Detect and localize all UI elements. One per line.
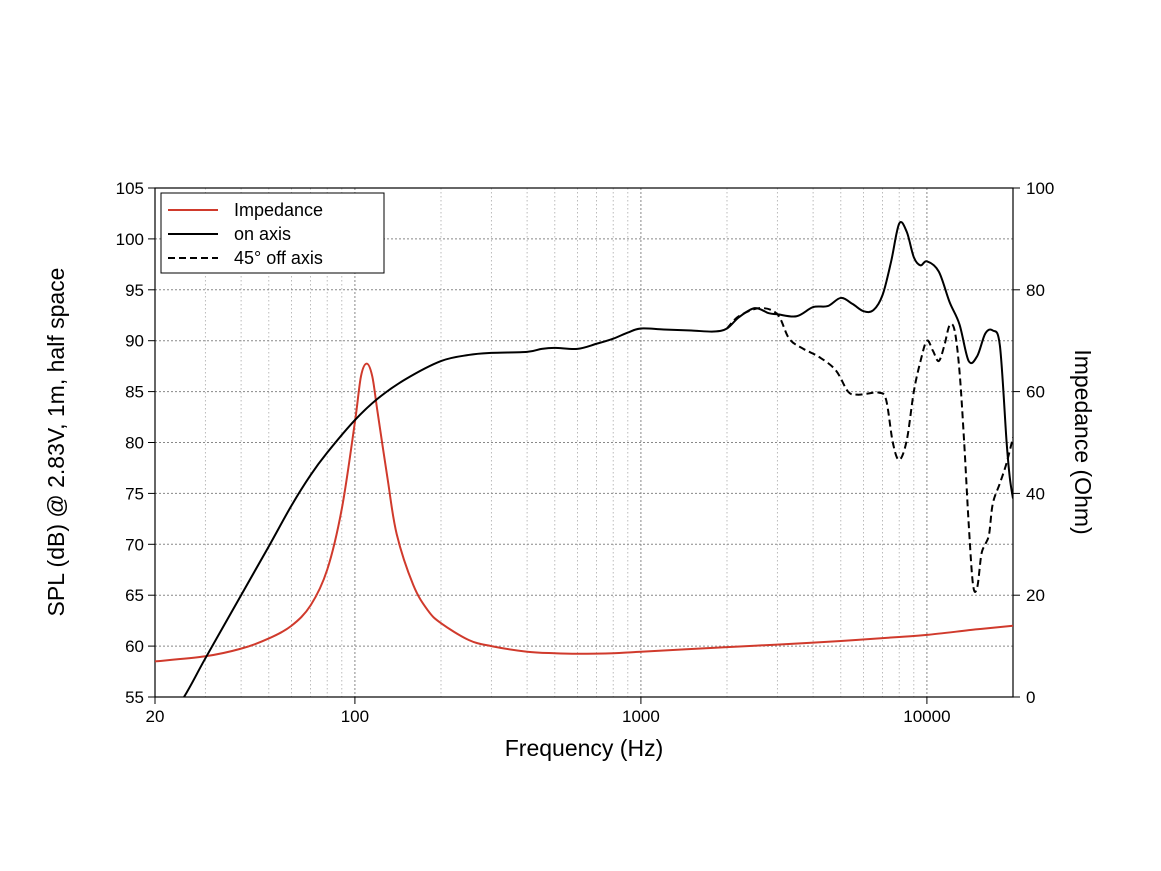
right-tick-label: 40	[1026, 484, 1045, 503]
x-tick-label: 1000	[622, 707, 660, 726]
series-line-on-axis	[182, 221, 1013, 697]
right-tick-label: 20	[1026, 586, 1045, 605]
left-tick-label: 70	[125, 535, 144, 554]
left-tick-label: 60	[125, 637, 144, 656]
x-tick-label: 100	[341, 707, 369, 726]
legend-label-on-axis: on axis	[234, 224, 291, 244]
x-tick-label: 20	[146, 707, 165, 726]
left-tick-label: 55	[125, 688, 144, 707]
series-line-45-off-axis	[726, 307, 1013, 593]
x-tick-label: 10000	[903, 707, 950, 726]
left-tick-label: 100	[116, 230, 144, 249]
right-axis-ticks: 0 20 40 60 80 100	[1013, 179, 1054, 707]
left-tick-label: 65	[125, 586, 144, 605]
legend-label-impedance: Impedance	[234, 200, 323, 220]
legend: Impedance on axis 45° off axis	[160, 192, 385, 274]
left-axis-title: SPL (dB) @ 2.83V, 1m, half space	[43, 268, 69, 617]
minor-grid	[204, 188, 915, 697]
series-layer	[155, 221, 1013, 697]
legend-label-off-axis: 45° off axis	[234, 248, 323, 268]
right-tick-label: 60	[1026, 383, 1045, 402]
major-grid	[155, 188, 1013, 697]
right-axis-title: Impedance (Ohm)	[1070, 349, 1096, 534]
right-tick-label: 80	[1026, 281, 1045, 300]
left-tick-label: 95	[125, 281, 144, 300]
series-line-impedance	[155, 362, 1013, 663]
left-tick-label: 75	[125, 484, 144, 503]
right-tick-label: 0	[1026, 688, 1035, 707]
left-axis-ticks: 55 60 65 70 75 80 85 90 95 100 105	[116, 179, 155, 707]
right-tick-label: 100	[1026, 179, 1054, 198]
left-tick-label: 80	[125, 434, 144, 453]
left-tick-label: 85	[125, 383, 144, 402]
x-axis-title: Frequency (Hz)	[505, 735, 663, 761]
left-tick-label: 90	[125, 332, 144, 351]
left-tick-label: 105	[116, 179, 144, 198]
x-axis-ticks: 20 100 1000 10000	[146, 697, 951, 726]
